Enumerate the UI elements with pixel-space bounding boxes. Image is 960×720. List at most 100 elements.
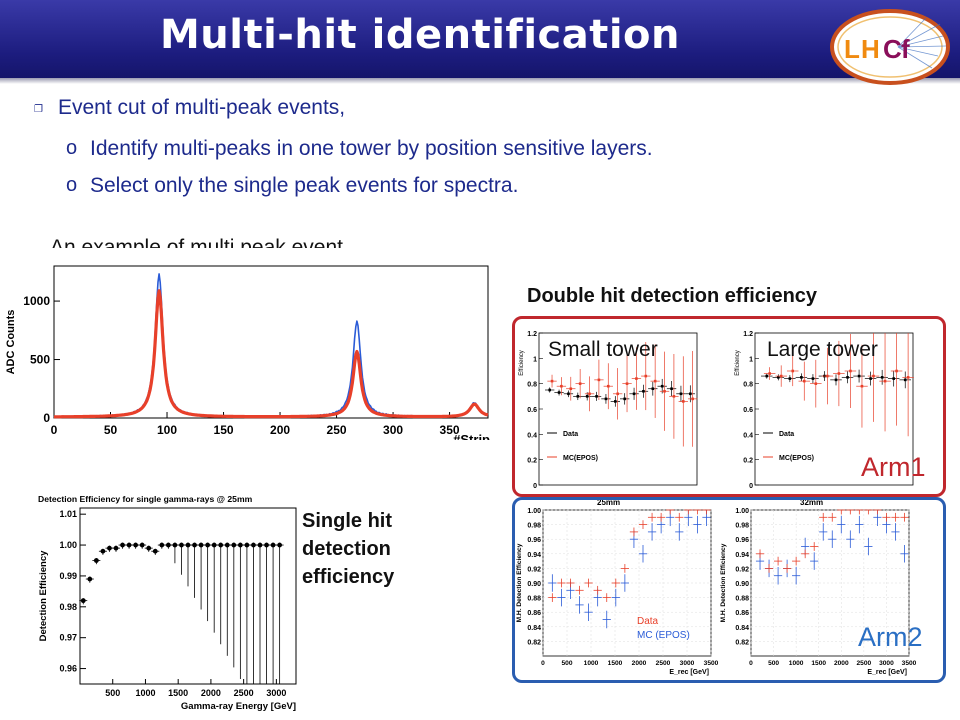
- x-tick-label: 3000: [266, 688, 286, 698]
- double-hit-label: Double hit detection efficiency: [527, 285, 818, 307]
- data-point: [578, 382, 582, 385]
- data-point: [80, 598, 86, 604]
- y-tick-label: 0.98: [527, 523, 541, 530]
- data-point: [616, 392, 619, 396]
- x-axis-label: E_rec [GeV]: [867, 669, 907, 676]
- arm2-frame: [512, 497, 946, 683]
- y-tick-label: 0.90: [527, 581, 541, 588]
- data-point: [670, 387, 673, 391]
- x-tick-label: 500: [561, 660, 572, 667]
- y-tick-label: 0.2: [743, 458, 753, 465]
- data-point: [569, 387, 573, 391]
- x-tick-label: 1000: [584, 660, 599, 667]
- x-tick-label: 3500: [704, 660, 719, 667]
- data-point: [198, 542, 204, 548]
- data-point: [653, 379, 657, 383]
- svg-text:H: H: [861, 34, 880, 64]
- x-tick-label: 2000: [632, 660, 647, 667]
- x-tick-label: 250: [327, 423, 347, 437]
- x-tick-label: 200: [270, 423, 290, 437]
- data-point: [107, 545, 112, 551]
- x-tick-label: 350: [440, 423, 460, 437]
- y-tick-label: 1.00: [735, 508, 749, 515]
- chart-title: Detection Efficiency for single gamma-ra…: [38, 494, 253, 504]
- x-tick-label: 3000: [879, 660, 894, 667]
- data-point: [779, 374, 783, 378]
- data-point: [126, 542, 132, 548]
- y-tick-label: 1.2: [743, 331, 753, 338]
- x-tick-label: 500: [105, 688, 120, 698]
- data-point: [632, 392, 636, 396]
- y-tick-label: 0.82: [527, 639, 541, 646]
- data-point: [679, 392, 683, 396]
- data-point: [567, 392, 570, 396]
- plot-frame: [754, 332, 914, 486]
- y-tick-label: 0.94: [735, 552, 749, 559]
- data-point: [604, 397, 608, 401]
- plot-frame: [79, 507, 297, 685]
- legend-label: MC(EPOS): [563, 455, 598, 462]
- y-tick-label: 0.97: [59, 633, 77, 643]
- arm1-chart: 0 0.2 0.4 0.6 0.8 1 1.2 Efficiency Data MC(EPOS) 0…: [519, 331, 914, 490]
- data-point: [837, 372, 841, 375]
- y-tick-label: 0: [533, 483, 537, 490]
- y-tick-label: 0: [749, 483, 753, 490]
- single-hit-label-line1: Single hit: [302, 510, 392, 532]
- x-tick-label: 100: [157, 423, 177, 437]
- data-point: [588, 392, 591, 396]
- data-point: [606, 384, 610, 388]
- data-point: [159, 542, 165, 548]
- data-point: [185, 542, 191, 548]
- bullet-circle-icon: o: [66, 137, 78, 159]
- data-point: [635, 377, 638, 380]
- arm2-label: Arm2: [858, 622, 923, 652]
- data-point: [660, 384, 664, 388]
- data-point: [192, 542, 197, 548]
- single-hit-label-panel: Single hit detection efficiency: [298, 510, 466, 610]
- data-point: [585, 395, 589, 398]
- svg-text:C: C: [883, 34, 902, 64]
- data-point: [557, 391, 561, 394]
- y-tick-label: 0.96: [59, 664, 77, 674]
- legend-label: Data: [779, 431, 794, 438]
- bullet-main: Event cut of multi-peak events,: [58, 96, 346, 119]
- data-point: [87, 576, 93, 582]
- data-point: [800, 376, 803, 379]
- data-point: [146, 545, 152, 551]
- y-tick-label: 0.94: [527, 552, 541, 559]
- data-point: [113, 545, 119, 551]
- x-tick-label: 150: [214, 423, 234, 437]
- svg-text:L: L: [844, 34, 860, 64]
- single-hit-chart: Detection Efficiency for single gamma-ra…: [34, 490, 302, 718]
- y-tick-label: 0.4: [527, 432, 537, 439]
- y-axis-label: ADC Counts: [5, 310, 17, 375]
- x-tick-label: 2500: [857, 660, 872, 667]
- data-point: [814, 382, 818, 385]
- data-point: [623, 397, 626, 401]
- y-tick-label: 0.92: [735, 566, 749, 573]
- data-point: [625, 382, 629, 385]
- arm2-chart: 25mm 0.82 0.84 0.86 0.88 0.90 0.92 0.94 0.96 0.98…: [516, 500, 917, 676]
- data-point: [165, 542, 171, 548]
- y-tick-label: 0.90: [735, 581, 749, 588]
- x-tick-label: 0: [541, 660, 545, 667]
- data-point: [277, 542, 283, 548]
- data-point: [857, 374, 861, 378]
- x-tick-label: 3500: [902, 660, 917, 667]
- data-point: [100, 548, 106, 554]
- svg-text:f: f: [901, 34, 910, 64]
- y-tick-label: 0.6: [527, 407, 537, 414]
- data-point: [849, 369, 852, 373]
- arm1-label: Arm1: [861, 452, 926, 482]
- data-point: [614, 400, 617, 403]
- data-point: [802, 379, 806, 383]
- y-tick-label: 0.2: [527, 458, 537, 465]
- x-tick-label: 2000: [834, 660, 849, 667]
- data-point: [826, 374, 829, 378]
- data-point: [257, 542, 263, 548]
- y-axis-label: M.H. Detection Efficiency: [516, 543, 523, 622]
- series-line: [53, 289, 489, 419]
- y-tick-label: 1.00: [527, 508, 541, 515]
- data-point: [811, 377, 815, 380]
- data-point: [205, 542, 211, 548]
